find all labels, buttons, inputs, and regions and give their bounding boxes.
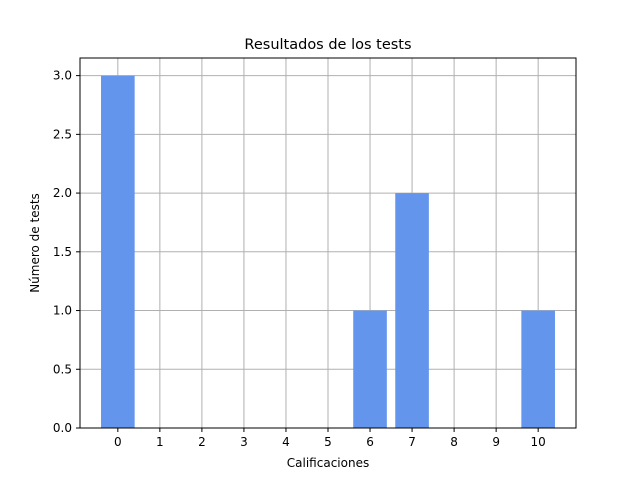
x-tick-label: 1: [156, 435, 164, 449]
x-tick-label: 4: [282, 435, 290, 449]
y-tick-label: 3.0: [53, 69, 72, 83]
x-tick-label: 2: [198, 435, 206, 449]
chart-title: Resultados de los tests: [244, 37, 411, 53]
y-tick-label: 0.5: [53, 362, 72, 376]
x-tick-label: 7: [408, 435, 416, 449]
bar-0: [101, 75, 135, 428]
y-tick-label: 1.5: [53, 245, 72, 259]
x-tick-label: 10: [531, 435, 546, 449]
y-tick-label: 2.5: [53, 127, 72, 141]
x-tick-label: 3: [240, 435, 248, 449]
grid-lines: [80, 58, 576, 429]
x-tick-label: 5: [324, 435, 332, 449]
y-axis-title: Número de tests: [28, 193, 42, 293]
bar-10: [521, 310, 555, 428]
x-tick-label: 8: [450, 435, 458, 449]
y-tick-label: 0.0: [53, 421, 72, 435]
x-axis: 0 1 2 3 4 5 6 7 8 9 10: [114, 428, 546, 449]
y-tick-label: 2.0: [53, 186, 72, 200]
x-tick-label: 6: [366, 435, 374, 449]
y-axis: 0.0 0.5 1.0 1.5 2.0 2.5 3.0: [53, 69, 80, 435]
plot-frame: [79, 57, 577, 429]
x-tick-label: 9: [492, 435, 500, 449]
y-tick-label: 1.0: [53, 304, 72, 318]
x-tick-label: 0: [114, 435, 122, 449]
bar-7: [395, 193, 429, 428]
x-axis-title: Calificaciones: [287, 456, 369, 470]
bar-6: [353, 310, 387, 428]
bars: [101, 75, 555, 428]
